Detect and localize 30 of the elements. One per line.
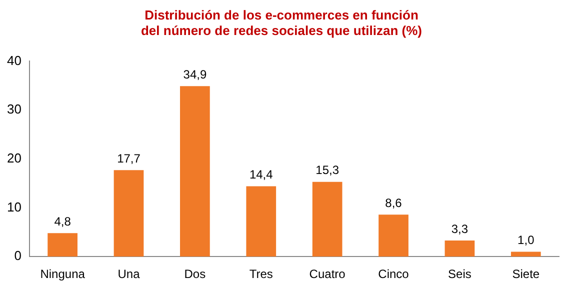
data-label: 1,0: [518, 233, 535, 248]
y-tick-label: 10: [6, 199, 22, 214]
y-tick-label: 20: [6, 150, 22, 166]
data-label: 34,9: [183, 67, 207, 82]
bar: [444, 240, 475, 257]
bar: [246, 186, 276, 257]
x-tick-label: Cuatro: [309, 267, 346, 282]
data-label: 17,7: [117, 151, 141, 166]
chart-title: Distribución de los e-commerces en función del número de redes sociales que utilizan (%): [140, 7, 422, 38]
x-tick-label: Una: [118, 267, 140, 282]
y-tick-label: 0: [14, 248, 22, 264]
y-tick-label: 40: [6, 52, 22, 68]
x-tick-label: Cinco: [378, 267, 410, 282]
y-tick-label: 30: [6, 102, 22, 117]
data-label: 4,8: [54, 214, 72, 228]
data-label: 3,3: [451, 222, 468, 236]
data-label: 8,6: [385, 196, 402, 210]
x-tick-label: Siete: [512, 267, 540, 282]
x-tick-label: Dos: [184, 267, 206, 282]
bar: [510, 252, 541, 257]
bar: [312, 182, 342, 257]
x-tick-label: Tres: [249, 267, 273, 282]
bar: [378, 214, 408, 257]
data-label: 14,4: [249, 168, 274, 182]
x-tick-label: Ninguna: [40, 267, 86, 282]
x-tick-label: Seis: [448, 267, 472, 282]
bar: [114, 170, 144, 257]
bar: [48, 233, 78, 257]
data-label: 15,3: [316, 163, 340, 178]
bar: [180, 86, 210, 257]
